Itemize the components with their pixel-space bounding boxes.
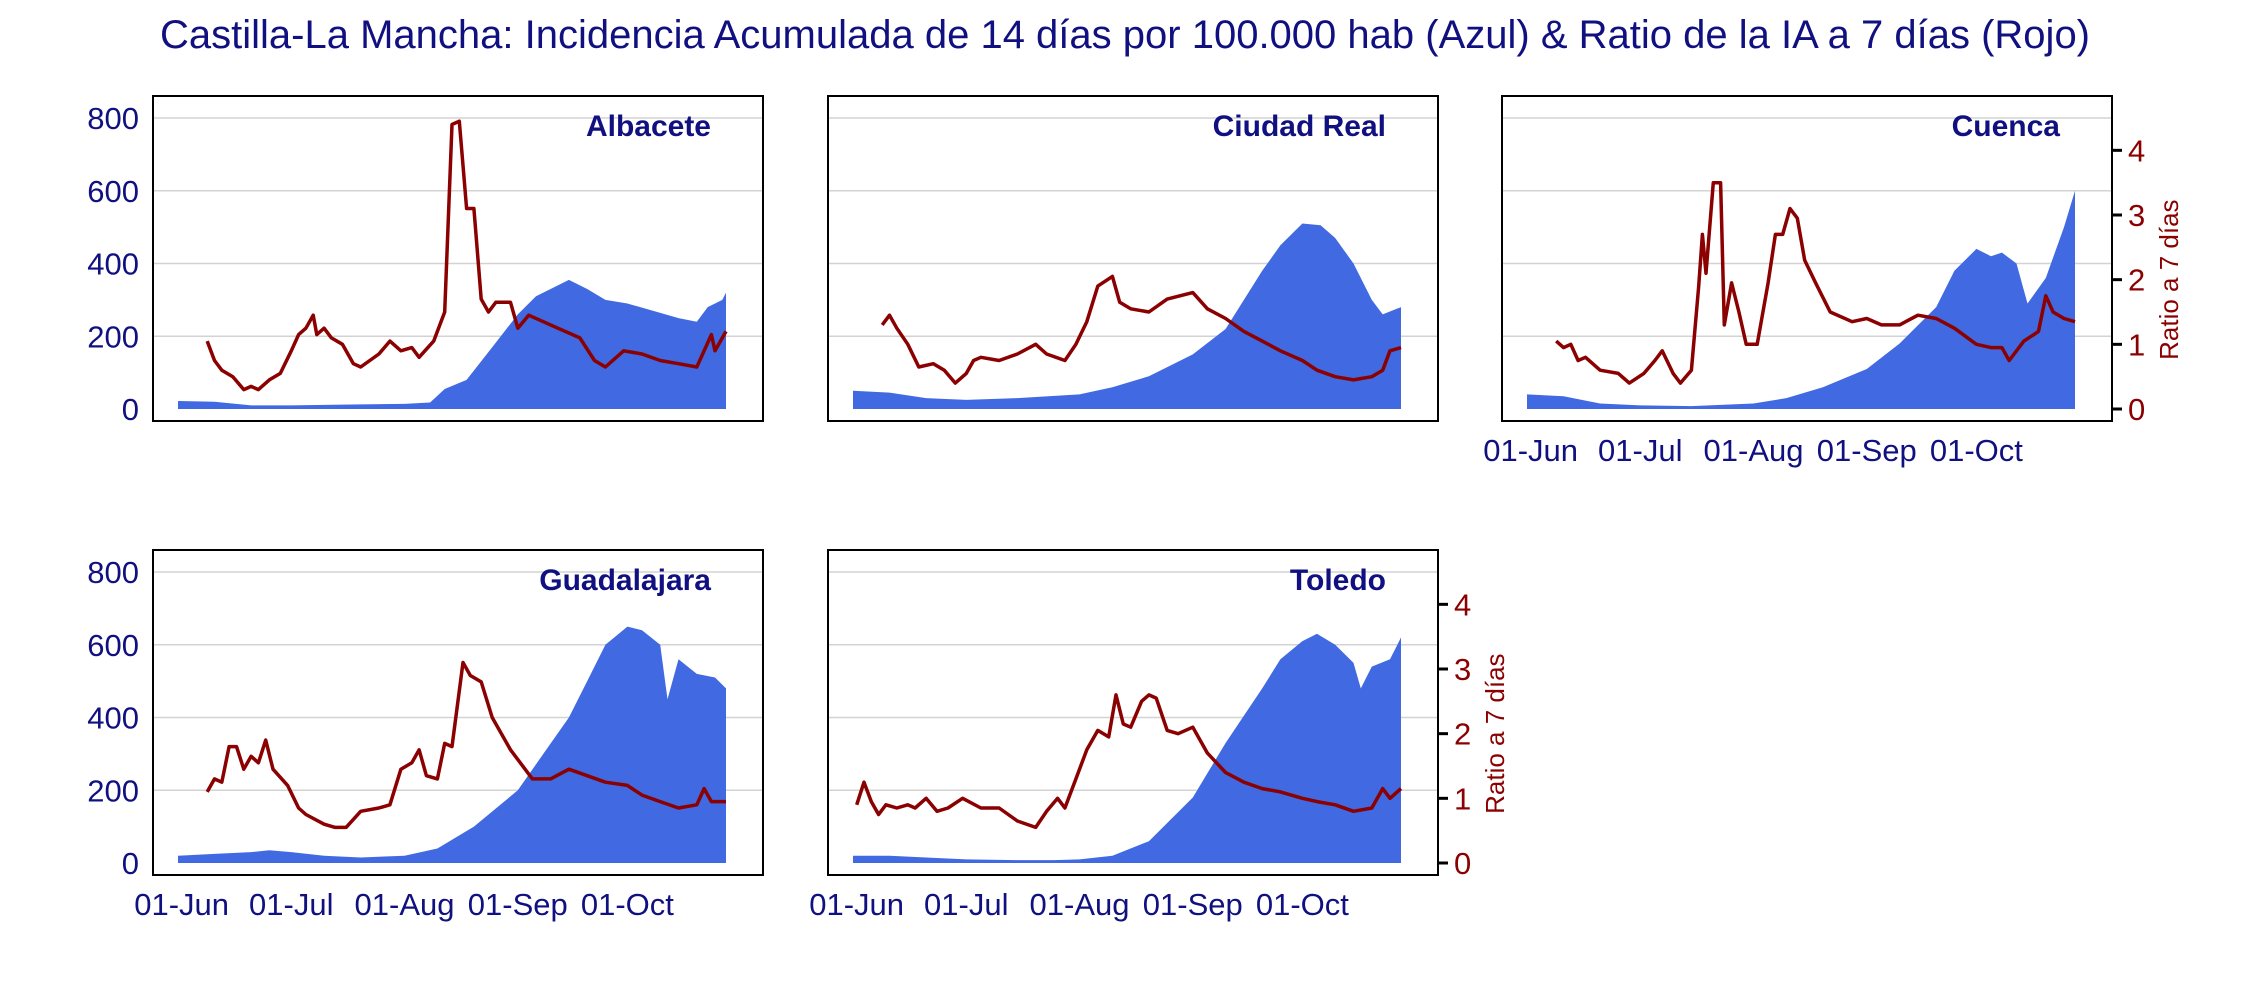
y-tick-label: 800 bbox=[87, 555, 139, 590]
x-tick-label: 01-Jul bbox=[249, 887, 333, 922]
y-tick-label: 200 bbox=[87, 319, 139, 354]
ratio-line bbox=[205, 119, 728, 392]
x-tick-label: 01-Jun bbox=[134, 887, 229, 922]
y-tick-label: 600 bbox=[87, 628, 139, 663]
y2-tick-label: 1 bbox=[1454, 781, 1471, 816]
y-tick-label: 800 bbox=[87, 101, 139, 136]
y2-axis-label: Ratio a 7 días bbox=[1480, 653, 1510, 813]
panel-ciudad-real: Ciudad Real bbox=[827, 95, 1439, 422]
incidence-area bbox=[1527, 190, 2075, 409]
x-tick-label: 01-Sep bbox=[1143, 887, 1243, 922]
panel-title: Guadalajara bbox=[539, 564, 711, 597]
incidence-area bbox=[178, 626, 726, 863]
x-tick-label: 01-Aug bbox=[1704, 433, 1804, 468]
panel-cuenca: Cuenca 01-Jun 01-Jul 01-Aug 01-Sep 01-Oct 0 1 2 3… bbox=[1483, 95, 2184, 468]
ratio-line bbox=[1555, 180, 2076, 385]
y2-tick-label: 3 bbox=[1454, 652, 1471, 687]
panel-title: Toledo bbox=[1290, 564, 1386, 597]
panel-guadalajara: Guadalajara 0 200 400 600 800 01-Jun 01-Jul 01-A… bbox=[87, 549, 764, 922]
x-tick-label: 01-Aug bbox=[355, 887, 455, 922]
y2-tick-label: 2 bbox=[1454, 717, 1471, 752]
x-tick-label: 01-Oct bbox=[1930, 433, 2023, 468]
x-tick-label: 01-Aug bbox=[1030, 887, 1130, 922]
panel-frame bbox=[827, 95, 1439, 422]
y-tick-label: 0 bbox=[122, 392, 139, 427]
x-tick-label: 01-Oct bbox=[1256, 887, 1349, 922]
y-tick-label: 400 bbox=[87, 701, 139, 736]
incidence-area bbox=[853, 223, 1401, 409]
panel-title: Cuenca bbox=[1952, 110, 2061, 143]
x-tick-label: 01-Jun bbox=[1483, 433, 1578, 468]
y2-axis-label: Ratio a 7 días bbox=[2154, 199, 2184, 359]
x-tick-label: 01-Sep bbox=[468, 887, 568, 922]
ratio-line bbox=[205, 660, 726, 830]
panel-albacete: Albacete 0 200 400 600 800 bbox=[87, 95, 764, 427]
y-tick-label: 600 bbox=[87, 174, 139, 209]
x-tick-label: 01-Oct bbox=[581, 887, 674, 922]
x-tick-label: 01-Jul bbox=[924, 887, 1008, 922]
y2-tick-label: 0 bbox=[1454, 846, 1471, 881]
y2-tick-label: 1 bbox=[2128, 327, 2145, 362]
panel-title: Ciudad Real bbox=[1213, 110, 1386, 143]
panel-frame bbox=[152, 549, 764, 876]
y-tick-label: 400 bbox=[87, 247, 139, 282]
x-tick-label: 01-Sep bbox=[1817, 433, 1917, 468]
y2-tick-label: 4 bbox=[2128, 133, 2145, 168]
y-tick-label: 0 bbox=[122, 846, 139, 881]
panel-frame bbox=[152, 95, 764, 422]
y2-tick-label: 4 bbox=[1454, 587, 1471, 622]
ratio-line bbox=[880, 274, 1402, 385]
figure-title: Castilla-La Mancha: Incidencia Acumulada… bbox=[160, 13, 2090, 57]
y2-tick-label: 3 bbox=[2128, 198, 2145, 233]
ratio-line bbox=[855, 693, 1403, 830]
y-tick-label: 200 bbox=[87, 773, 139, 808]
incidence-area bbox=[178, 279, 726, 409]
panel-title: Albacete bbox=[586, 110, 711, 143]
panel-toledo: Toledo 01-Jun 01-Jul 01-Aug 01-Sep 01-Oct 0 1 2 3… bbox=[809, 549, 1510, 922]
incidence-area bbox=[853, 633, 1401, 863]
x-tick-label: 01-Jul bbox=[1598, 433, 1682, 468]
y2-tick-label: 0 bbox=[2128, 392, 2145, 427]
x-tick-label: 01-Jun bbox=[809, 887, 904, 922]
y2-tick-label: 2 bbox=[2128, 263, 2145, 298]
